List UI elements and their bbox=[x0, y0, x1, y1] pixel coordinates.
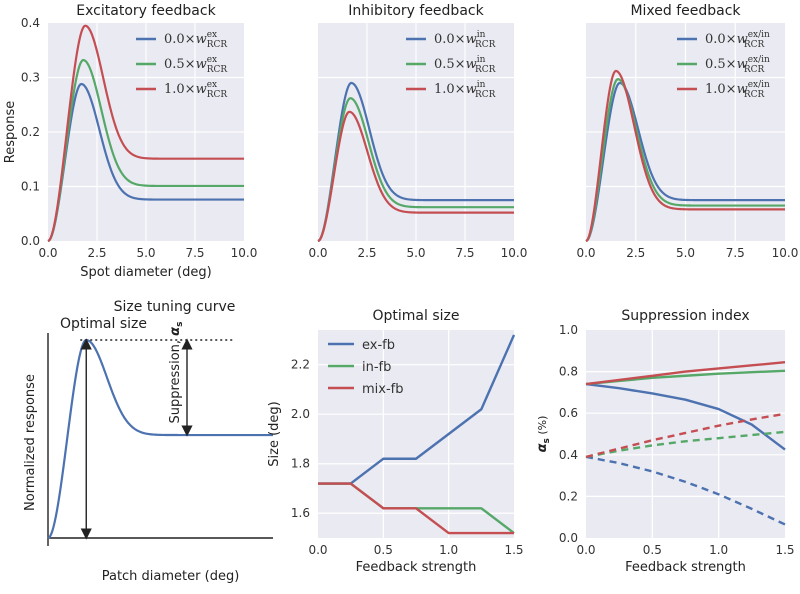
x-tick-label: 10.0 bbox=[231, 246, 258, 260]
series-line bbox=[318, 482, 514, 535]
x-tick-label: 0.0 bbox=[308, 246, 327, 260]
legend-label: 0.5×wex RCR bbox=[164, 55, 227, 75]
x-tick-label: 0.0 bbox=[576, 543, 595, 557]
legend-label: 1.0×wex RCR bbox=[164, 80, 227, 100]
y-tick-label: 0.1 bbox=[21, 180, 40, 194]
legend-label: in-fb bbox=[362, 360, 391, 375]
plot-area bbox=[318, 330, 514, 538]
x-tick-label: 0.0 bbox=[576, 246, 595, 260]
x-tick-label: 2.5 bbox=[357, 246, 376, 260]
x-tick-label: 10.0 bbox=[501, 246, 528, 260]
legend-label: 0.0×wex/in RCR bbox=[705, 30, 770, 50]
x-tick-label: 2.5 bbox=[626, 246, 645, 260]
y-tick-label: 1.0 bbox=[559, 323, 578, 337]
x-axis-label: Feedback strength bbox=[625, 560, 746, 575]
x-tick-label: 7.5 bbox=[455, 246, 474, 260]
x-tick-label: 2.5 bbox=[87, 246, 106, 260]
legend-label: 1.0×wex/in RCR bbox=[705, 80, 770, 100]
series-line bbox=[317, 81, 514, 243]
y-axis-label: Response bbox=[3, 101, 18, 163]
y-tick-label: 0.0 bbox=[559, 531, 578, 545]
x-tick-label: 5.0 bbox=[136, 246, 155, 260]
panel-mix: 0.0 2.5 5.0 7.5 10.0 Mixed feedback 0.0×wex/in… bbox=[576, 3, 798, 260]
y-tick-label: 0.6 bbox=[559, 406, 578, 420]
x-tick-label: 1.5 bbox=[775, 543, 794, 557]
series-line bbox=[585, 69, 785, 242]
series-line bbox=[585, 430, 786, 459]
series-line bbox=[585, 455, 786, 526]
panel-title: Size tuning curve bbox=[114, 299, 236, 315]
series-line bbox=[47, 24, 244, 243]
y-tick-label: 1.8 bbox=[291, 457, 310, 471]
legend-label: mix-fb bbox=[362, 382, 404, 397]
x-tick-label: 1.0 bbox=[709, 543, 728, 557]
legend-label: 0.0×wex RCR bbox=[164, 30, 227, 50]
x-tick-label: 0.5 bbox=[374, 543, 393, 557]
panel-title: Inhibitory feedback bbox=[348, 3, 484, 19]
x-axis-label: Spot diameter (deg) bbox=[80, 265, 211, 280]
y-axis-label: αs (%) bbox=[535, 416, 552, 453]
y-tick-label: 0.0 bbox=[21, 234, 40, 248]
legend-label: 0.0×win RCR bbox=[434, 30, 496, 50]
legend-label: 1.0×win RCR bbox=[434, 80, 496, 100]
series-line bbox=[47, 58, 244, 243]
panel-title: Mixed feedback bbox=[630, 3, 741, 19]
panel-suppidx: 0.0 0.5 1.0 1.5 0.0 0.2 0.4 0.6 0.8 1.0 Suppressio… bbox=[535, 308, 795, 575]
y-axis-label: Normalized response bbox=[23, 374, 38, 511]
series-line bbox=[47, 82, 244, 243]
optimal-size-annotation: Optimal size bbox=[60, 316, 147, 332]
y-tick-label: 2.2 bbox=[291, 358, 310, 372]
y-tick-label: 0.4 bbox=[21, 16, 40, 30]
schematic-curve bbox=[47, 338, 273, 540]
panel-optsize: 0.0 0.5 1.0 1.5 1.6 1.8 2.0 2.2 ex-fb in-fb mix-fb… bbox=[267, 308, 524, 575]
y-tick-label: 0.4 bbox=[559, 448, 578, 462]
x-tick-label: 0.0 bbox=[38, 246, 57, 260]
suppression-label: Suppression, αs bbox=[168, 322, 185, 424]
legend-label: ex-fb bbox=[362, 338, 395, 353]
series-line bbox=[585, 361, 786, 386]
x-tick-label: 7.5 bbox=[185, 246, 204, 260]
x-tick-label: 1.0 bbox=[439, 543, 458, 557]
x-tick-label: 1.5 bbox=[504, 543, 523, 557]
legend-label: 0.5×win RCR bbox=[434, 55, 496, 75]
y-tick-label: 0.2 bbox=[559, 489, 578, 503]
y-tick-label: 0.8 bbox=[559, 365, 578, 379]
y-axis-label: Size (deg) bbox=[267, 401, 282, 466]
series-line bbox=[585, 81, 785, 243]
x-tick-label: 7.5 bbox=[726, 246, 745, 260]
series-line bbox=[585, 77, 785, 242]
panel-inh: 0.0 2.5 5.0 7.5 10.0 Inhibitory feedback 0.0×w… bbox=[308, 3, 527, 260]
x-tick-label: 5.0 bbox=[406, 246, 425, 260]
y-tick-label: 0.3 bbox=[21, 71, 40, 85]
series-line bbox=[585, 412, 786, 459]
x-tick-label: 10.0 bbox=[772, 246, 799, 260]
legend-label: 0.5×wex/in RCR bbox=[705, 55, 770, 75]
panel-exc: 0.0 2.5 5.0 7.5 10.0 0.0 0.1 0.2 0.3 0.4 Excitator… bbox=[3, 3, 257, 280]
y-tick-label: 1.6 bbox=[291, 506, 310, 520]
x-tick-label: 0.5 bbox=[643, 543, 662, 557]
panel-title: Excitatory feedback bbox=[76, 3, 216, 19]
x-tick-label: 5.0 bbox=[676, 246, 695, 260]
panel-title: Suppression index bbox=[621, 308, 749, 324]
panel-title: Optimal size bbox=[373, 308, 460, 324]
series-line bbox=[585, 382, 786, 451]
x-axis-label: Feedback strength bbox=[356, 560, 477, 575]
x-axis-label: Patch diameter (deg) bbox=[102, 569, 240, 584]
y-tick-label: 0.2 bbox=[21, 125, 40, 139]
x-tick-label: 0.0 bbox=[308, 543, 327, 557]
series-line bbox=[317, 97, 514, 243]
series-line bbox=[317, 110, 514, 243]
y-tick-label: 2.0 bbox=[291, 407, 310, 421]
